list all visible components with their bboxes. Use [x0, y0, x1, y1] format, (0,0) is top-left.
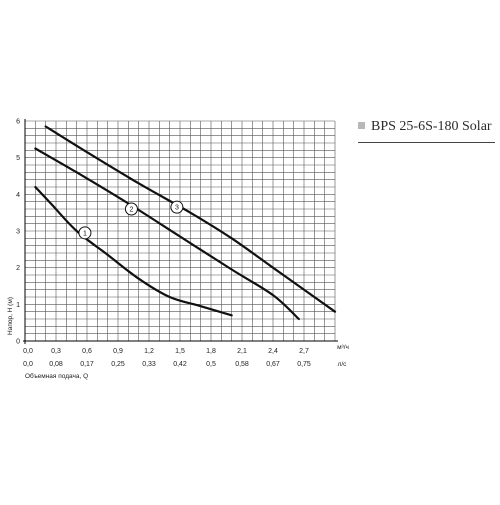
- y-tick-label: 1: [16, 302, 20, 309]
- y-tick-label: 3: [16, 229, 20, 236]
- x-tick-label-secondary: 0,33: [142, 361, 156, 368]
- x-tick-label-primary: 2,1: [237, 348, 247, 355]
- y-tick-label: 5: [16, 155, 20, 162]
- curves: [34, 125, 337, 321]
- curve-label-text: 3: [175, 205, 179, 212]
- x-tick-label-secondary: 0,5: [206, 361, 216, 368]
- curve-label-text: 2: [129, 207, 133, 214]
- x-tick-label-secondary: 0,08: [49, 361, 63, 368]
- x-tick-label-secondary: 0,67: [266, 361, 280, 368]
- curve-label-circle: [78, 226, 92, 240]
- curve-line-2: [34, 147, 300, 321]
- x-tick-label-primary: 1,8: [206, 348, 216, 355]
- x-tick-label-primary: 2,7: [299, 348, 309, 355]
- x-tick-label-secondary: 0,25: [111, 361, 125, 368]
- x-tick-label-primary: 0,0: [23, 348, 33, 355]
- x-tick-label-secondary: 0,42: [173, 361, 187, 368]
- curve-line-3: [44, 125, 337, 313]
- chart-title: BPS 25-6S-180 Solar: [358, 119, 492, 135]
- x-tick-label-primary: 1,5: [175, 348, 185, 355]
- x-unit-secondary: л/с: [338, 361, 348, 368]
- axes: [23, 119, 338, 344]
- x-tick-label-secondary: 0,58: [235, 361, 249, 368]
- x-tick-label-secondary: 0,75: [297, 361, 311, 368]
- x-unit-primary: м³/ч: [337, 344, 349, 351]
- y-tick-label: 2: [16, 265, 20, 272]
- curve-line-1: [34, 185, 233, 317]
- x-axis-label: Объемная подача, Q: [25, 372, 88, 380]
- y-tick-label: 0: [16, 339, 20, 346]
- curve-labels: 1 2 3: [78, 200, 184, 240]
- y-tick-label: 4: [16, 192, 20, 199]
- title-underline: [358, 142, 495, 143]
- tick-labels: 0 1 2 3 4 5 6 0,0 0,3 0,6 0,9 1,2 1,5 1,8 2,1 2,4 2,7 0,0…: [7, 119, 349, 381]
- curve-label-text: 1: [83, 230, 87, 237]
- x-tick-label-primary: 0,6: [82, 348, 92, 355]
- x-tick-label-secondary: 0,17: [80, 361, 94, 368]
- x-tick-label-primary: 1,2: [144, 348, 154, 355]
- curve-label-circle: [170, 200, 184, 214]
- x-tick-label-primary: 0,3: [51, 348, 61, 355]
- chart-title-text: BPS 25-6S-180 Solar: [371, 119, 492, 134]
- grid: [24, 120, 336, 342]
- x-tick-label-secondary: 0,0: [23, 361, 33, 368]
- x-tick-label-primary: 2,4: [268, 348, 278, 355]
- y-axis-label: Напор, Н (м): [7, 297, 14, 335]
- legend-square-icon: [358, 122, 365, 130]
- y-tick-label: 6: [16, 119, 20, 126]
- curve-label-circle: [124, 202, 138, 216]
- x-tick-label-primary: 0,9: [113, 348, 123, 355]
